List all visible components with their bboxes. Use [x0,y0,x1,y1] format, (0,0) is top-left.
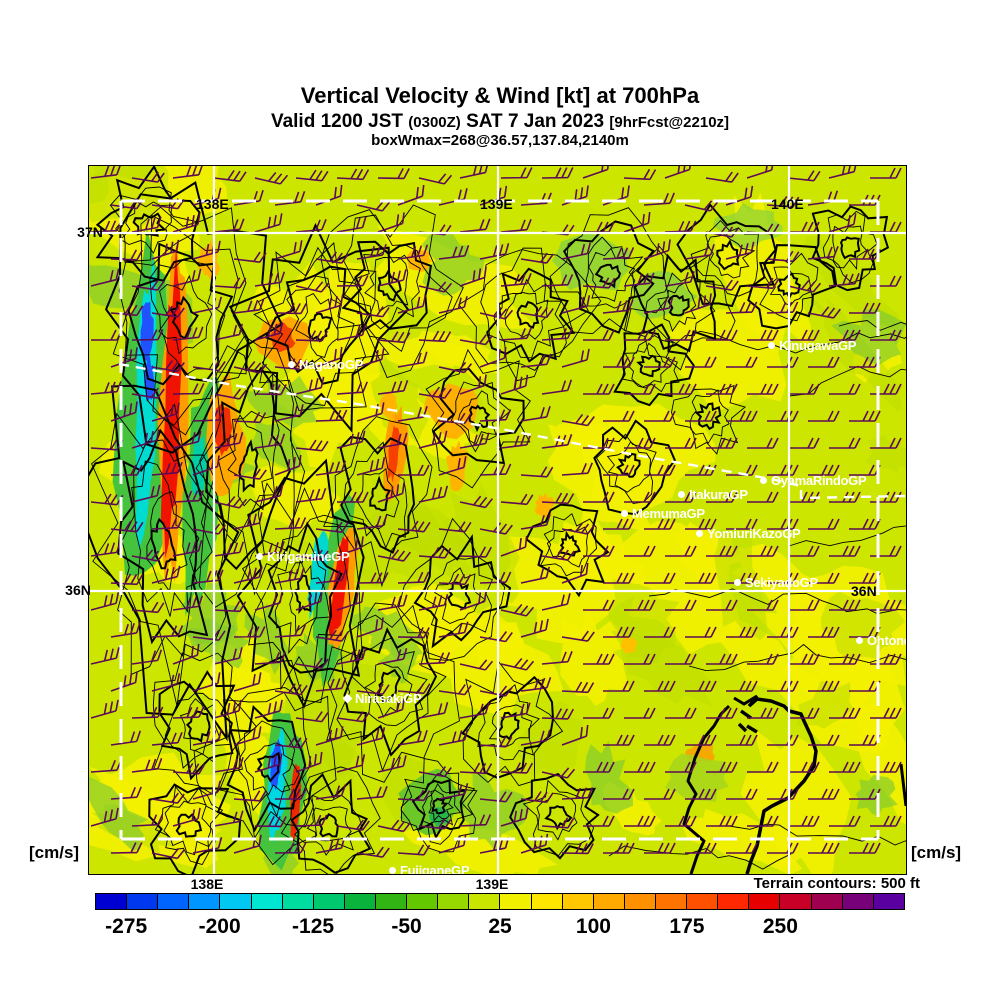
colorbar-segment-4 [219,893,252,910]
map-plot [89,166,906,874]
station-label-itakuragp: ItakuraGP [678,487,748,502]
station-label-yomiurikazogp: YomiuriKazoGP [696,526,801,541]
valid-date: SAT 7 Jan 2023 [460,110,610,132]
dot-marker-icon [389,867,396,874]
valid-time: Valid 1200 JST [270,110,409,132]
bottom-meridian-label-139e: 139E [475,876,509,892]
station-name: FujiganeGP [400,863,470,875]
station-name: MemumaGP [632,506,705,521]
colorbar-segment-22 [779,893,812,910]
title-block: Vertical Velocity & Wind [kt] at 700hPa … [0,83,1000,150]
station-label-fujiganegp: FujiganeGP [389,863,470,875]
wmax-annotation: boxWmax=268@36.57,137.84,2140m [371,131,629,149]
colorbar-segment-13 [499,893,532,910]
colorbar-segment-18 [654,893,688,910]
unit-label-left: [cm/s] [29,843,80,862]
station-label-naganogp: NaganoGP [288,357,363,372]
colorbar-segment-2 [157,893,190,910]
colorbar-segment-20 [717,893,750,910]
station-label-nirasakigp: NirasakiGP [342,691,422,706]
colorbar-segment-12 [468,893,501,910]
station-name: OyamaRindoGP [771,473,867,488]
dot-marker-icon [621,510,628,517]
colorbar-segment-5 [250,893,283,910]
bottom-meridian-label-138e: 138E [190,876,224,892]
dot-marker-icon [288,361,295,368]
colorbar-segment-6 [281,893,314,910]
station-name: KirigamineGP [267,549,350,564]
colorbar-segment-23 [810,893,843,910]
station-label-kirigaminegp: KirigamineGP [256,549,350,564]
colorbar-ticks: -275 -200 -125 -50 25 100 175 250 [95,913,905,939]
parallel-label-left-36n: 36N [65,582,91,598]
colorbar-segment-25 [872,893,905,910]
forecast-run-tag: [9hrFcst@2210z] [609,113,730,131]
dot-marker-icon [696,530,703,537]
colorbar-segment-1 [126,893,159,910]
colorbar-segment-0 [95,893,128,910]
page-title: Vertical Velocity & Wind [kt] at 700hPa [300,83,700,108]
dot-marker-icon [760,477,767,484]
station-name: OhtoneGP [867,633,906,648]
station-label-memumagp: MemumaGP [621,506,705,521]
colorbar-segment-10 [406,893,439,910]
colorbar-tick-175: 175 [669,915,705,938]
colorbar-segment-7 [312,893,345,910]
colorbar-tick--50: -50 [391,915,422,938]
station-name: NaganoGP [299,357,364,372]
colorbar-segment-21 [748,893,781,910]
colorbar-tick--125: -125 [292,915,335,938]
valid-time-line: Valid 1200 JST (0300Z) SAT 7 Jan 2023 [9… [0,111,1000,132]
station-label-ohtonegp: OhtoneGP [856,633,906,648]
station-name: SekiyadoGP [745,575,818,590]
dot-marker-icon [856,637,863,644]
colorbar-segment-19 [686,893,719,910]
dot-marker-icon [734,579,741,586]
station-label-oyamarindogp: OyamaRindoGP [760,473,867,488]
colorbar-tick-100: 100 [575,915,611,938]
meridian-label-138e: 138E [196,196,229,212]
station-label-sekiyadogp: SekiyadoGP [734,575,818,590]
colorbar-segment-17 [623,893,656,910]
station-name: ItakuraGP [689,487,748,502]
dot-marker-icon [256,553,263,560]
station-label-kinugawagp: KinugawaGP [768,338,856,353]
dot-marker-icon [768,342,775,349]
parallel-label-right-36n: 36N [851,583,877,599]
station-name: YomiuriKazoGP [707,526,801,541]
colorbar-segment-24 [841,893,874,910]
colorbar-tick-250: 250 [762,915,798,938]
dot-marker-icon [678,491,685,498]
colorbar-segment-16 [592,893,625,910]
colorbar-tick--275: -275 [105,915,148,938]
colorbar-tick-25: 25 [488,915,512,938]
diamond-marker-icon [342,693,353,704]
meridian-label-139e: 139E [480,196,513,212]
colorbar-segment-9 [374,893,408,910]
colorbar-segment-3 [188,893,221,910]
colorbar [95,893,905,910]
parallel-label-left-37n: 37N [77,224,103,240]
colorbar-segment-11 [437,893,470,910]
colorbar-segment-15 [561,893,594,910]
colorbar-segment-8 [343,893,376,910]
unit-label-right: [cm/s] [911,843,962,862]
colorbar-segment-14 [530,893,563,910]
station-name: NirasakiGP [355,691,422,706]
meridian-label-140e: 140E [771,196,804,212]
station-name: KinugawaGP [779,338,857,353]
colorbar-tick--200: -200 [198,915,241,938]
map-area: NaganoGP KirigamineGP KinugawaGP OyamaRindo… [88,165,907,875]
terrain-contours-note: Terrain contours: 500 ft [753,875,920,892]
utc-time: (0300Z) [408,113,461,131]
